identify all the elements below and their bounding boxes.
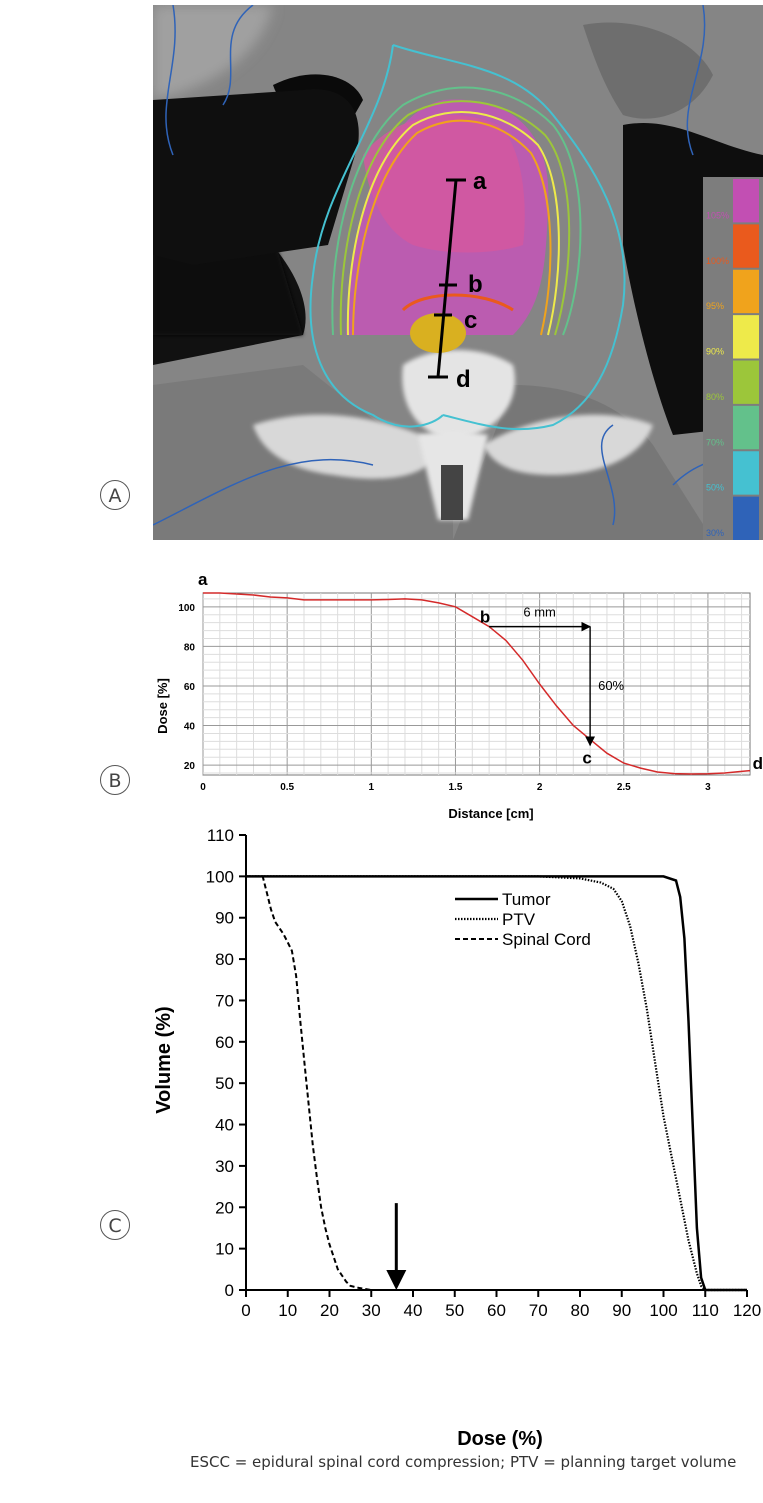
- x-tick-label: 1.5: [449, 782, 463, 793]
- dose-profile-chart: 0 0.5 1 1.5 2 2.5 3 20 40 60 80 100 6 mm 60% a b c d Dis…: [155, 570, 763, 821]
- y-tick-label: 30: [215, 1157, 234, 1176]
- y-tick-label: 90: [215, 909, 234, 928]
- panel-label-c: C: [100, 1210, 130, 1240]
- y-tick-label: 20: [215, 1198, 234, 1217]
- x-tick-label: 40: [404, 1301, 423, 1320]
- distance-annotation: 6 mm: [523, 605, 556, 620]
- ct-dose-image: a b c d 105% 100% 95% 90% 80% 70% 50% 30%: [153, 5, 763, 540]
- y-tick-label: 20: [184, 761, 196, 772]
- plot-area: [202, 592, 751, 776]
- colorbar-label: 90%: [706, 347, 724, 357]
- colorbar-label: 50%: [706, 483, 724, 493]
- dose-colorbar: 105% 100% 95% 90% 80% 70% 50% 30%: [703, 177, 763, 540]
- x-tick-label: 110: [692, 1301, 719, 1320]
- y-axis-label: Volume (%): [153, 1006, 175, 1113]
- y-tick-label: 10: [215, 1240, 234, 1259]
- profile-point-c: c: [582, 748, 591, 767]
- dvh-chart: 0 10 20 30 40 50 60 70 80 90 100 110 120 0 10 20 30 40 50 6…: [153, 826, 761, 1450]
- x-tick-label: 50: [445, 1301, 464, 1320]
- profile-marker-b: b: [468, 271, 483, 298]
- series-line-tumor: [246, 875, 747, 1292]
- series-line-ptv: [246, 875, 747, 1292]
- colorbar-label: 100%: [706, 256, 729, 266]
- y-tick-label: 60: [184, 682, 196, 693]
- y-tick-label: 40: [215, 1116, 234, 1135]
- profile-marker-d: d: [456, 366, 471, 393]
- x-axis-label: Dose (%): [457, 1428, 543, 1450]
- colorbar-swatch: [733, 360, 759, 404]
- colorbar-swatch: [733, 451, 759, 495]
- legend-label: Spinal Cord: [502, 930, 591, 949]
- y-tick-label: 40: [184, 722, 196, 733]
- y-tick-label: 110: [207, 826, 234, 845]
- profile-line: [428, 178, 466, 379]
- profile-marker-a: a: [473, 168, 487, 195]
- colorbar-label: 30%: [706, 528, 724, 538]
- colorbar-swatch: [733, 224, 759, 268]
- x-tick-label: 120: [733, 1301, 761, 1320]
- figure-caption: ESCC = epidural spinal cord compression;…: [190, 1453, 737, 1471]
- series-line-spinal-cord: [246, 875, 747, 1291]
- legend-label: PTV: [502, 910, 536, 929]
- y-tick-label: 60: [215, 1033, 234, 1052]
- profile-point-b: b: [480, 608, 490, 627]
- colorbar-swatch: [733, 269, 759, 314]
- legend-label: Tumor: [502, 890, 551, 909]
- panel-label-a: A: [100, 480, 130, 510]
- y-tick-label: 50: [215, 1074, 234, 1093]
- x-tick-label: 1: [369, 782, 375, 793]
- panel-label-b: B: [100, 765, 130, 795]
- colorbar-label: 105%: [706, 210, 729, 220]
- x-axis-label: Distance [cm]: [448, 806, 533, 821]
- colorbar-label: 70%: [706, 437, 724, 447]
- profile-point-a: a: [198, 570, 208, 589]
- spinal-cord: [410, 313, 466, 353]
- x-tick-label: 2.5: [617, 782, 631, 793]
- x-tick-label: 10: [278, 1301, 297, 1320]
- profile-point-d: d: [753, 754, 763, 773]
- colorbar-swatch: [733, 179, 759, 223]
- y-axis-label: Dose [%]: [155, 678, 170, 734]
- dose-profile-line: [203, 592, 751, 775]
- x-tick-label: 3: [705, 782, 711, 793]
- y-tick-label: 80: [215, 950, 234, 969]
- x-tick-label: 0: [200, 782, 206, 793]
- profile-marker-c: c: [464, 307, 477, 334]
- threshold-arrow-head: [386, 1270, 407, 1290]
- vertebral-arch: [402, 350, 515, 440]
- x-tick-label: 60: [487, 1301, 506, 1320]
- x-tick-label: 70: [529, 1301, 548, 1320]
- x-tick-label: 0: [241, 1301, 250, 1320]
- colorbar-label: 95%: [706, 301, 724, 311]
- x-tick-label: 2: [537, 782, 543, 793]
- colorbar-swatch: [733, 315, 759, 359]
- y-tick-label: 70: [215, 991, 234, 1010]
- y-tick-label: 80: [184, 642, 196, 653]
- x-tick-label: 90: [612, 1301, 631, 1320]
- lung-dark-region: [153, 89, 359, 265]
- x-tick-label: 30: [362, 1301, 381, 1320]
- x-tick-label: 80: [571, 1301, 590, 1320]
- dose-drop-annotation: 60%: [598, 678, 624, 693]
- colorbar-swatch: [733, 496, 759, 540]
- colorbar-swatch: [733, 405, 759, 450]
- colorbar-label: 80%: [706, 392, 724, 402]
- x-tick-label: 20: [320, 1301, 339, 1320]
- y-tick-label: 100: [206, 867, 234, 886]
- y-tick-label: 0: [225, 1281, 234, 1300]
- x-tick-label: 100: [649, 1301, 677, 1320]
- x-tick-label: 0.5: [280, 782, 294, 793]
- y-tick-label: 100: [178, 603, 195, 614]
